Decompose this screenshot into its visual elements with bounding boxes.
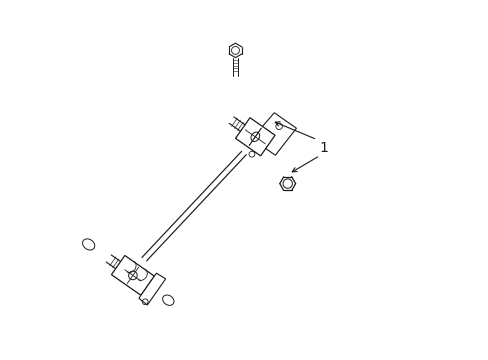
Polygon shape bbox=[111, 256, 154, 295]
Polygon shape bbox=[139, 273, 165, 305]
Text: 1: 1 bbox=[319, 141, 327, 154]
Polygon shape bbox=[235, 118, 274, 156]
Polygon shape bbox=[251, 113, 296, 155]
